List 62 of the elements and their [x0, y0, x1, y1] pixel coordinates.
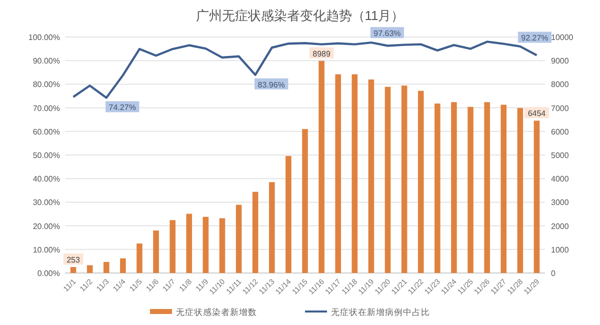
- y-tick-label: 0.00%: [37, 269, 60, 278]
- bar: [352, 74, 358, 273]
- y2-tick-label: 7000: [551, 104, 570, 113]
- y2-tick-label: 5000: [551, 151, 570, 160]
- bar: [186, 214, 192, 273]
- bar: [335, 74, 341, 273]
- data-label: 253: [66, 256, 80, 265]
- data-label: 6454: [528, 109, 546, 118]
- bar: [269, 182, 275, 273]
- bar: [534, 120, 540, 273]
- y2-tick-label: 0: [551, 269, 556, 278]
- bar: [153, 230, 159, 273]
- y-tick-label: 80.00%: [32, 80, 60, 90]
- bar: [170, 220, 176, 273]
- chart-title: 广州无症状感染者变化趋势（11月）: [196, 8, 404, 23]
- bar: [103, 262, 110, 273]
- bar: [468, 106, 474, 273]
- bar: [86, 265, 93, 273]
- bar: [384, 86, 391, 273]
- data-label: 8989: [312, 49, 331, 58]
- bar: [286, 156, 292, 273]
- bar: [451, 102, 457, 273]
- y-tick-label: 60.00%: [32, 127, 60, 136]
- y2-tick-label: 6000: [551, 127, 570, 136]
- y-tick-label: 50.00%: [32, 151, 60, 160]
- bar: [202, 216, 209, 273]
- data-label: 97.63%: [374, 29, 401, 38]
- y-tick-label: 20.00%: [32, 222, 60, 231]
- y2-tick-label: 10000: [551, 33, 574, 42]
- y-tick-label: 90.00%: [32, 56, 60, 66]
- y-tick-label: 40.00%: [32, 174, 60, 184]
- y2-tick-label: 9000: [551, 56, 570, 66]
- data-label: 83.96%: [258, 80, 285, 90]
- bar: [219, 218, 226, 273]
- bar: [136, 244, 142, 273]
- bar: [434, 104, 440, 273]
- bar: [302, 129, 308, 273]
- bar: [368, 79, 374, 273]
- y-tick-label: 10.00%: [32, 245, 60, 254]
- legend-label: 无症状在新增病例中占比: [331, 307, 430, 317]
- legend-label: 无症状感染者新增数: [176, 307, 257, 317]
- y2-tick-label: 1000: [551, 245, 570, 254]
- bar: [236, 204, 242, 273]
- bar: [70, 267, 76, 273]
- bar: [517, 108, 524, 273]
- bar: [401, 86, 408, 273]
- bar: [484, 102, 490, 273]
- y2-tick-label: 2000: [551, 222, 570, 231]
- y2-tick-label: 4000: [551, 174, 570, 184]
- line-series: [72, 40, 538, 99]
- y-tick-label: 100.00%: [28, 33, 60, 42]
- y-tick-label: 30.00%: [32, 198, 60, 208]
- bar: [120, 258, 126, 273]
- data-label: 74.27%: [108, 103, 136, 112]
- y-tick-label: 70.00%: [32, 104, 60, 113]
- data-label: 92.27%: [521, 34, 548, 43]
- bar: [318, 60, 324, 273]
- bar: [500, 104, 507, 273]
- y2-tick-label: 8000: [551, 80, 570, 90]
- bar: [418, 90, 424, 273]
- y2-tick-label: 3000: [551, 198, 570, 208]
- bar: [252, 192, 258, 273]
